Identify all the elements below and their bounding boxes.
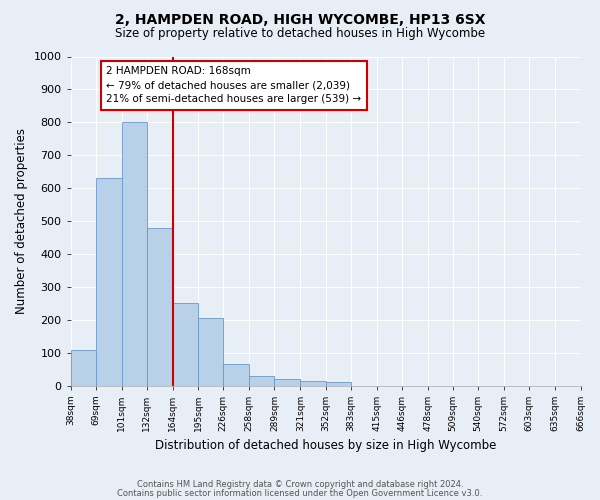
Y-axis label: Number of detached properties: Number of detached properties [15, 128, 28, 314]
Bar [274, 379, 301, 386]
Text: 2 HAMPDEN ROAD: 168sqm
← 79% of detached houses are smaller (2,039)
21% of semi-: 2 HAMPDEN ROAD: 168sqm ← 79% of detached… [106, 66, 361, 104]
Text: Size of property relative to detached houses in High Wycombe: Size of property relative to detached ho… [115, 28, 485, 40]
Bar [122, 122, 147, 386]
Bar [147, 228, 173, 386]
Text: Contains HM Land Registry data © Crown copyright and database right 2024.: Contains HM Land Registry data © Crown c… [137, 480, 463, 489]
Text: 2, HAMPDEN ROAD, HIGH WYCOMBE, HP13 6SX: 2, HAMPDEN ROAD, HIGH WYCOMBE, HP13 6SX [115, 12, 485, 26]
Bar [173, 304, 198, 386]
Bar [223, 364, 249, 386]
X-axis label: Distribution of detached houses by size in High Wycombe: Distribution of detached houses by size … [155, 440, 496, 452]
Text: Contains public sector information licensed under the Open Government Licence v3: Contains public sector information licen… [118, 488, 482, 498]
Bar [96, 178, 122, 386]
Bar [71, 350, 96, 386]
Bar [301, 381, 326, 386]
Bar [249, 376, 274, 386]
Bar [326, 382, 351, 386]
Bar [198, 318, 223, 386]
